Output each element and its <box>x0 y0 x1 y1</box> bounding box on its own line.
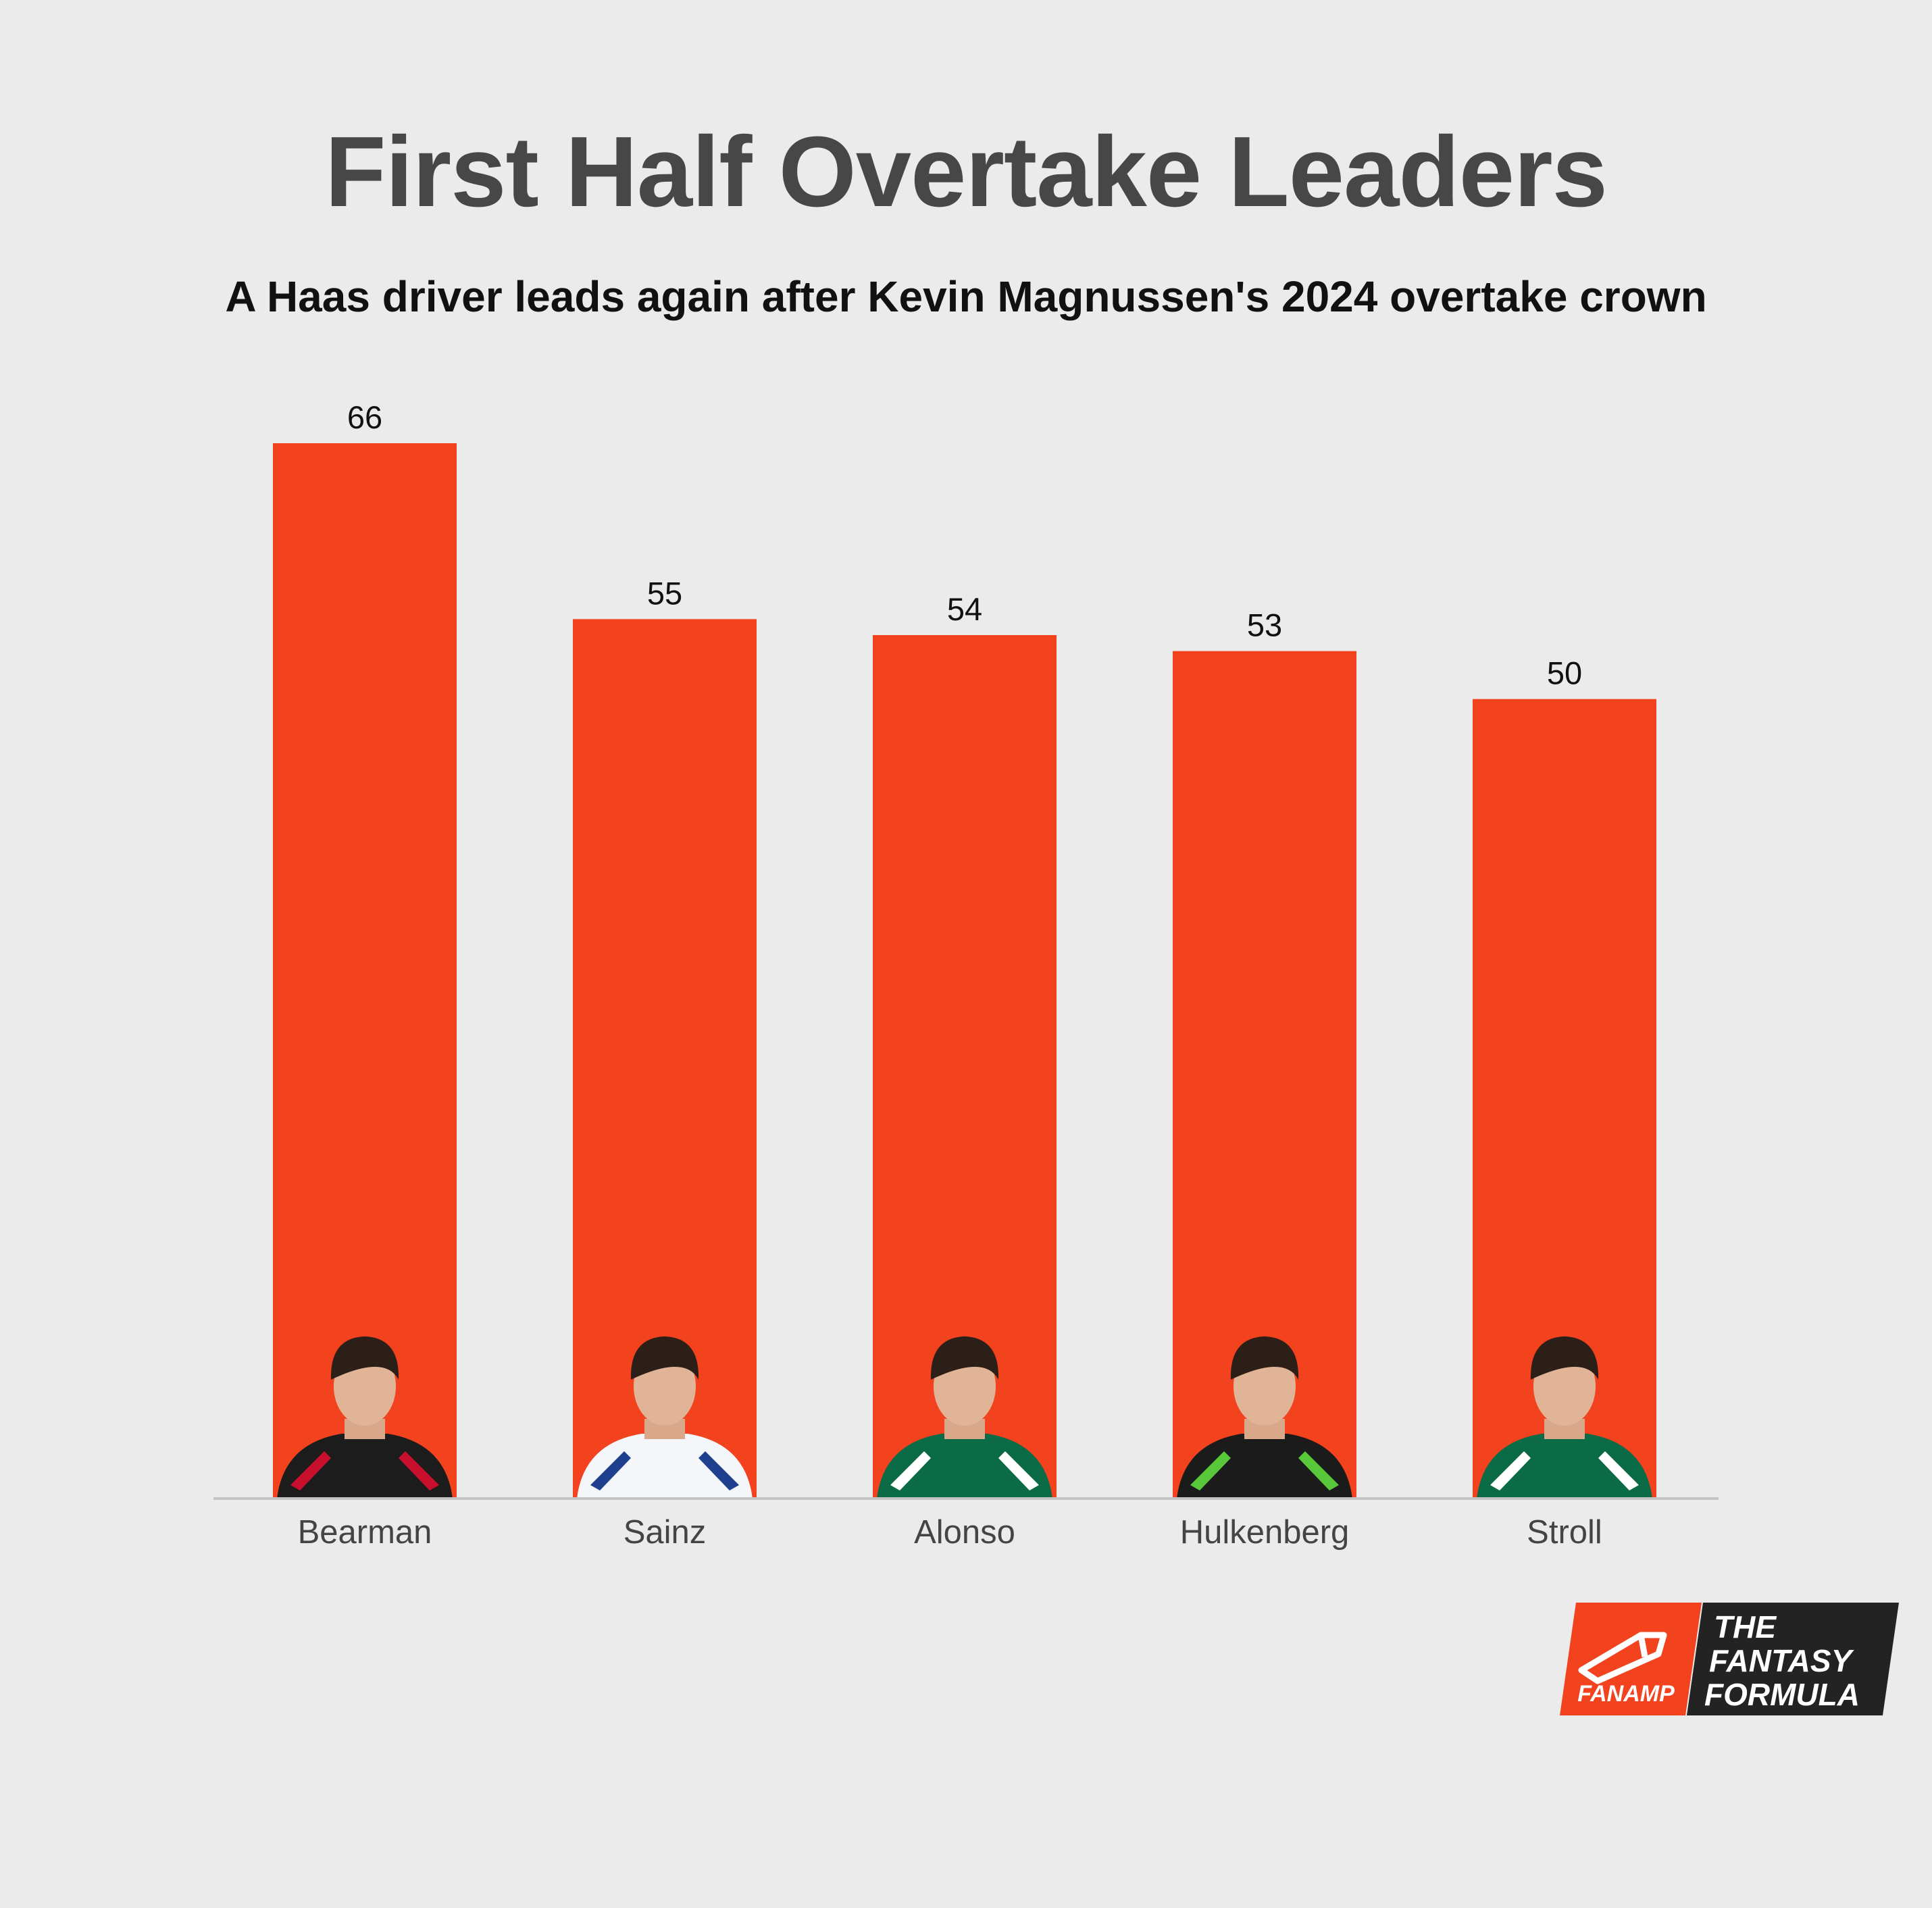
fantasy-formula-line-1: THE <box>1714 1609 1777 1645</box>
driver-portrait-alonso-icon <box>877 1336 1052 1499</box>
value-label-stroll: 50 <box>1547 655 1582 691</box>
chart-subtitle: A Haas driver leads again after Kevin Ma… <box>225 272 1707 321</box>
driver-portrait-stroll-icon <box>1477 1336 1652 1499</box>
value-label-sainz: 55 <box>647 575 682 611</box>
driver-portrait-bearman-icon <box>277 1336 453 1499</box>
value-label-bearman: 66 <box>347 399 382 435</box>
value-label-hulkenberg: 53 <box>1247 607 1282 643</box>
driver-portrait-hulkenberg-icon <box>1177 1336 1352 1499</box>
driver-portrait-sainz-icon <box>577 1336 753 1499</box>
category-label-sainz: Sainz <box>624 1514 707 1551</box>
category-label-hulkenberg: Hulkenberg <box>1180 1514 1350 1551</box>
bar-group-bearman: 66 Bearman <box>273 399 457 1551</box>
fantasy-formula-line-2: FANTASY <box>1709 1643 1855 1678</box>
fantasy-formula-panel <box>1687 1603 1899 1715</box>
category-label-stroll: Stroll <box>1527 1514 1602 1551</box>
fanamp-logo-mark-icon <box>1578 1632 1667 1684</box>
bar-group-sainz: 55 Sainz <box>573 575 757 1551</box>
value-label-alonso: 54 <box>947 591 982 627</box>
category-label-bearman: Bearman <box>298 1514 432 1551</box>
bar-group-stroll: 50 Stroll <box>1473 655 1656 1551</box>
category-label-alonso: Alonso <box>914 1514 1015 1551</box>
bar-group-hulkenberg: 53 Hulkenberg <box>1173 607 1356 1551</box>
fanamp-logo-text: FANAMP <box>1577 1681 1675 1707</box>
fanamp-fantasy-formula-logo: FANAMP THE FANTASY FORMULA <box>1560 1603 1899 1715</box>
bar-group-alonso: 54 Alonso <box>873 591 1057 1551</box>
bar-bearman <box>273 443 457 1499</box>
chart-title: First Half Overtake Leaders <box>325 116 1608 228</box>
fantasy-formula-line-3: FORMULA <box>1704 1677 1860 1712</box>
bars-layer: 66 Bearman 55 Sainz 54 Alonso 53 Hulkenberg 50 St… <box>273 399 1656 1551</box>
fanamp-logo-panel <box>1560 1603 1702 1715</box>
